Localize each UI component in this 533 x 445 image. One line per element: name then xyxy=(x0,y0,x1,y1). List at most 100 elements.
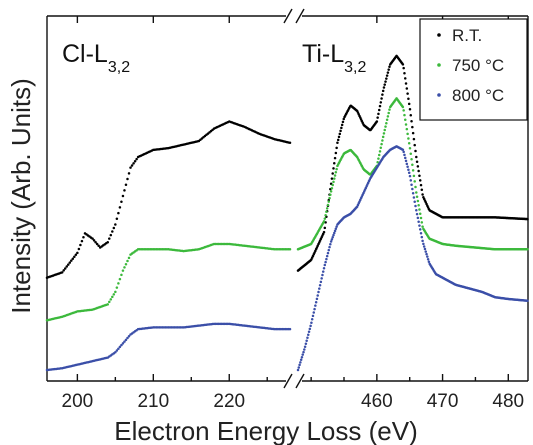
data-point xyxy=(74,253,78,257)
data-point xyxy=(376,116,379,119)
data-point xyxy=(109,298,113,301)
data-point xyxy=(404,159,408,163)
data-point xyxy=(95,242,99,246)
data-point xyxy=(385,77,388,80)
data-point xyxy=(115,217,119,221)
data-point xyxy=(335,225,338,228)
data-point xyxy=(376,161,379,164)
data-point xyxy=(332,233,335,237)
data-point xyxy=(336,138,340,142)
data-point xyxy=(408,108,412,111)
data-point xyxy=(418,212,422,216)
data-point xyxy=(288,141,292,145)
data-point xyxy=(118,345,122,349)
x-tick-label: 220 xyxy=(213,391,245,412)
data-point xyxy=(325,207,329,210)
data-point xyxy=(402,150,405,154)
data-point xyxy=(303,348,306,351)
data-point xyxy=(331,235,334,239)
data-point xyxy=(329,193,332,197)
data-point xyxy=(324,260,327,264)
data-point xyxy=(416,216,420,220)
data-point xyxy=(418,228,422,231)
data-point xyxy=(109,233,113,237)
data-point xyxy=(106,303,109,306)
data-point xyxy=(384,125,387,128)
axis-break-mark xyxy=(295,373,305,389)
data-point xyxy=(407,137,410,140)
data-point xyxy=(297,366,301,369)
data-point xyxy=(379,146,383,150)
data-point xyxy=(386,115,390,118)
data-point xyxy=(120,343,123,347)
data-point xyxy=(385,74,389,77)
data-point xyxy=(314,304,317,307)
data-point xyxy=(324,213,327,217)
data-point xyxy=(79,243,82,247)
data-point xyxy=(404,82,408,85)
data-point xyxy=(124,338,128,342)
data-point xyxy=(407,97,410,101)
data-point xyxy=(409,179,413,182)
data-point xyxy=(301,353,304,356)
data-point xyxy=(117,211,120,215)
data-point xyxy=(421,193,424,196)
data-point xyxy=(123,340,126,343)
data-point xyxy=(377,157,380,160)
data-point xyxy=(342,117,345,121)
data-point xyxy=(326,251,330,255)
chart-axes: 200 210 220 460 470 480 xyxy=(46,8,529,412)
x-tick-label: 470 xyxy=(427,391,459,412)
data-point xyxy=(325,210,328,214)
x-tick-label: 210 xyxy=(137,391,169,412)
data-point xyxy=(307,333,310,337)
data-point xyxy=(407,102,411,106)
data-point xyxy=(418,208,421,211)
data-point xyxy=(333,231,336,235)
data-point xyxy=(106,240,109,244)
data-point xyxy=(70,259,73,262)
data-point xyxy=(419,183,423,187)
data-point xyxy=(303,345,307,348)
data-point xyxy=(411,125,414,129)
data-point xyxy=(377,112,380,116)
legend-label: 750 °C xyxy=(452,56,504,75)
data-point xyxy=(420,188,424,192)
data-point xyxy=(381,135,385,139)
legend-label: R.T. xyxy=(452,26,482,45)
data-point xyxy=(323,226,327,230)
axis-break-mark xyxy=(283,373,293,389)
data-point xyxy=(127,172,131,175)
data-point xyxy=(112,293,116,296)
data-point xyxy=(329,190,333,193)
data-point xyxy=(328,245,331,249)
axis-break-mark xyxy=(283,8,293,24)
data-point xyxy=(317,290,320,294)
data-point xyxy=(111,230,114,233)
data-point xyxy=(328,196,331,200)
data-point xyxy=(381,93,384,96)
data-point xyxy=(410,183,413,186)
data-point xyxy=(426,257,430,261)
data-point xyxy=(406,92,409,95)
data-point xyxy=(333,174,337,177)
data-point xyxy=(77,247,81,251)
data-point xyxy=(385,118,389,122)
data-point xyxy=(526,248,529,251)
data-point xyxy=(402,109,405,112)
data-point xyxy=(68,261,72,264)
data-point xyxy=(330,186,334,190)
data-point xyxy=(318,283,322,287)
data-point xyxy=(114,351,117,354)
data-point xyxy=(321,273,324,277)
chart-series xyxy=(45,54,529,372)
data-point xyxy=(132,162,135,165)
data-point xyxy=(420,235,424,239)
data-point xyxy=(380,97,383,100)
data-point xyxy=(412,174,416,178)
data-point xyxy=(321,270,325,273)
data-point xyxy=(334,171,338,174)
x-tick-label: 460 xyxy=(361,391,393,412)
data-point xyxy=(410,119,413,123)
data-point xyxy=(341,120,345,124)
